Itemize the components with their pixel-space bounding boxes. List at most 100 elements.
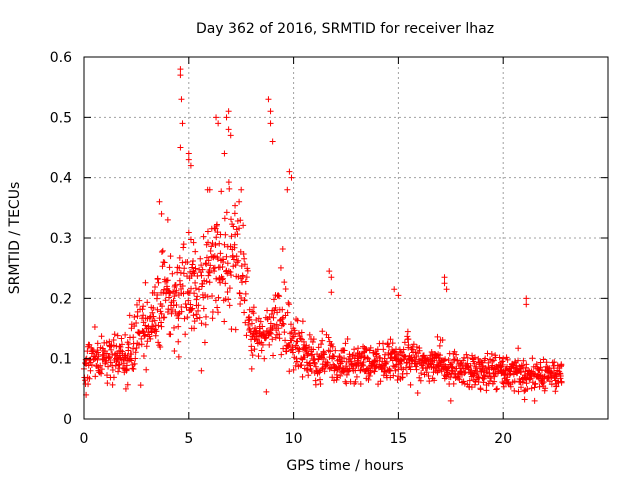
data-point	[180, 290, 187, 297]
data-point	[221, 150, 228, 157]
data-point	[325, 334, 332, 341]
x-tick-label: 5	[184, 431, 193, 447]
data-point	[106, 354, 113, 361]
data-point	[312, 381, 319, 388]
data-point	[286, 301, 293, 308]
data-point	[181, 265, 188, 272]
data-point	[242, 278, 249, 285]
data-point	[169, 270, 176, 277]
data-point	[345, 368, 352, 375]
data-point	[323, 362, 330, 369]
data-point	[136, 297, 143, 304]
data-point	[402, 353, 409, 360]
data-point	[164, 216, 171, 223]
data-point	[241, 297, 248, 304]
data-point	[158, 249, 165, 256]
data-point	[292, 331, 299, 338]
data-point	[168, 310, 175, 317]
data-point	[224, 260, 231, 267]
data-point	[217, 279, 224, 286]
data-point	[133, 301, 140, 308]
data-point	[550, 365, 557, 372]
tick-labels: 0 5 10 15 20 0 0.1 0.2 0.3 0.4 0.5 0.6	[50, 50, 512, 447]
data-point	[405, 336, 412, 343]
data-point	[416, 347, 423, 354]
data-point	[267, 108, 274, 115]
data-point	[424, 364, 431, 371]
data-point	[500, 355, 507, 362]
data-point	[297, 335, 304, 342]
data-point	[521, 396, 528, 403]
data-point	[321, 368, 328, 375]
data-point	[200, 305, 207, 312]
data-point	[234, 259, 241, 266]
data-point	[202, 321, 209, 328]
data-point	[482, 355, 489, 362]
data-point	[524, 385, 531, 392]
data-point	[238, 186, 245, 193]
data-point	[204, 228, 211, 235]
data-point	[407, 381, 414, 388]
data-point	[173, 301, 180, 308]
data-point	[142, 332, 149, 339]
data-point	[187, 301, 194, 308]
data-point	[179, 120, 186, 127]
data-point	[515, 388, 522, 395]
data-point	[177, 72, 184, 79]
data-point	[140, 312, 147, 319]
data-point	[132, 349, 139, 356]
data-point	[288, 174, 295, 181]
data-point	[254, 340, 261, 347]
data-point	[133, 344, 140, 351]
data-point	[292, 342, 299, 349]
data-point	[185, 150, 192, 157]
data-point	[317, 376, 324, 383]
data-point	[230, 256, 237, 263]
data-point	[199, 280, 206, 287]
data-point	[165, 294, 172, 301]
data-point	[143, 366, 150, 373]
data-point	[319, 361, 326, 368]
data-point	[209, 293, 216, 300]
data-point	[488, 375, 495, 382]
data-point	[467, 362, 474, 369]
data-point	[192, 279, 199, 286]
data-point	[213, 234, 220, 241]
data-point	[377, 354, 384, 361]
data-point	[104, 380, 111, 387]
data-point	[223, 209, 230, 216]
data-point	[312, 363, 319, 370]
data-point	[255, 353, 262, 360]
data-point	[435, 354, 442, 361]
data-point	[539, 380, 546, 387]
data-point	[109, 366, 116, 373]
data-point	[138, 341, 145, 348]
data-point	[365, 376, 372, 383]
data-point	[191, 269, 198, 276]
data-point	[387, 367, 394, 374]
data-point	[412, 349, 419, 356]
data-point	[400, 346, 407, 353]
data-point	[151, 289, 158, 296]
data-point	[449, 360, 456, 367]
data-point	[237, 217, 244, 224]
data-point	[197, 255, 204, 262]
data-point	[194, 315, 201, 322]
data-point	[360, 362, 367, 369]
data-point	[278, 351, 285, 358]
data-point	[395, 292, 402, 299]
data-point	[128, 357, 135, 364]
data-point	[157, 308, 164, 315]
data-point	[167, 331, 174, 338]
data-point	[371, 357, 378, 364]
data-point	[324, 361, 331, 368]
data-point	[221, 318, 228, 325]
data-point	[518, 384, 525, 391]
data-point	[165, 306, 172, 313]
data-point	[207, 262, 214, 269]
data-point	[276, 293, 283, 300]
data-point	[246, 325, 253, 332]
data-point	[387, 374, 394, 381]
data-point	[385, 350, 392, 357]
data-point	[96, 369, 103, 376]
